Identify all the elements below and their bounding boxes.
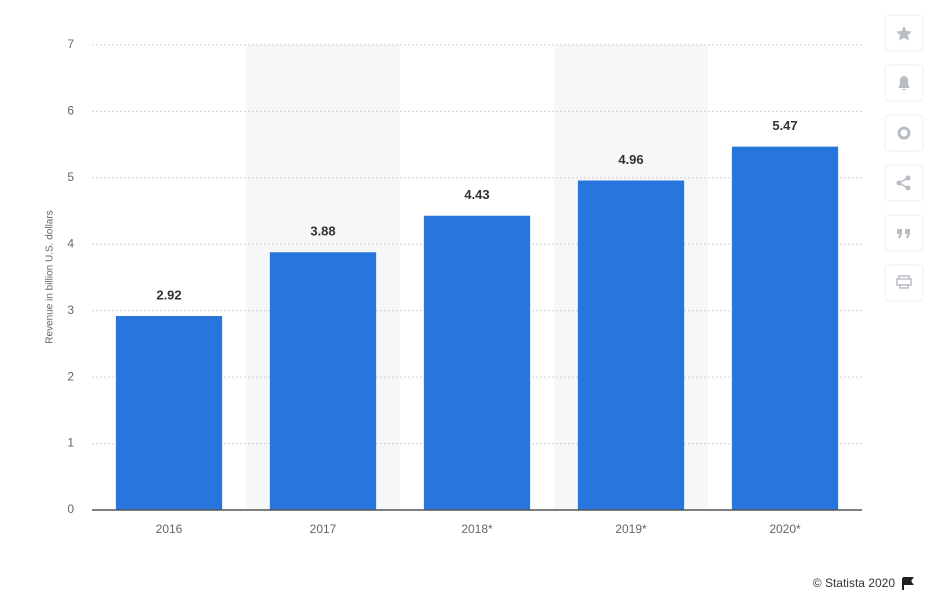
x-tick-label: 2019* xyxy=(615,522,647,536)
print-icon xyxy=(896,275,912,289)
settings-button[interactable] xyxy=(884,114,924,152)
y-tick-label: 3 xyxy=(67,303,74,317)
star-icon xyxy=(896,26,912,41)
cite-button[interactable] xyxy=(884,214,924,252)
bar xyxy=(423,215,531,510)
y-tick-label: 4 xyxy=(67,236,74,250)
gear-icon xyxy=(897,126,911,140)
bar xyxy=(731,146,839,510)
value-label: 4.96 xyxy=(618,152,643,167)
share-icon xyxy=(896,175,911,191)
y-tick-label: 2 xyxy=(67,369,74,383)
x-tick-label: 2020* xyxy=(769,522,801,536)
value-label: 3.88 xyxy=(310,224,335,239)
source: © Statista 2020 xyxy=(813,576,896,590)
y-axis-label: Revenue in billion U.S. dollars xyxy=(45,210,56,343)
value-label: 2.92 xyxy=(156,287,181,302)
y-tick-label: 1 xyxy=(67,436,74,450)
y-tick-label: 6 xyxy=(67,104,74,118)
bell-icon xyxy=(898,76,910,91)
quote-icon xyxy=(897,229,910,238)
print-button[interactable] xyxy=(884,264,924,302)
bar xyxy=(115,316,223,510)
y-tick-label: 0 xyxy=(67,502,74,516)
value-label: 4.43 xyxy=(464,187,489,202)
x-tick-label: 2016 xyxy=(156,522,183,536)
value-label: 5.47 xyxy=(772,118,797,133)
x-tick-label: 2017 xyxy=(310,522,337,536)
y-tick-label: 5 xyxy=(67,170,74,184)
x-tick-label: 2018* xyxy=(461,522,493,536)
share-button[interactable] xyxy=(884,164,924,202)
toolbar xyxy=(884,14,924,302)
y-tick-label: 7 xyxy=(67,37,74,51)
flag-icon xyxy=(902,577,914,590)
bar xyxy=(269,252,377,510)
bar xyxy=(577,180,685,510)
